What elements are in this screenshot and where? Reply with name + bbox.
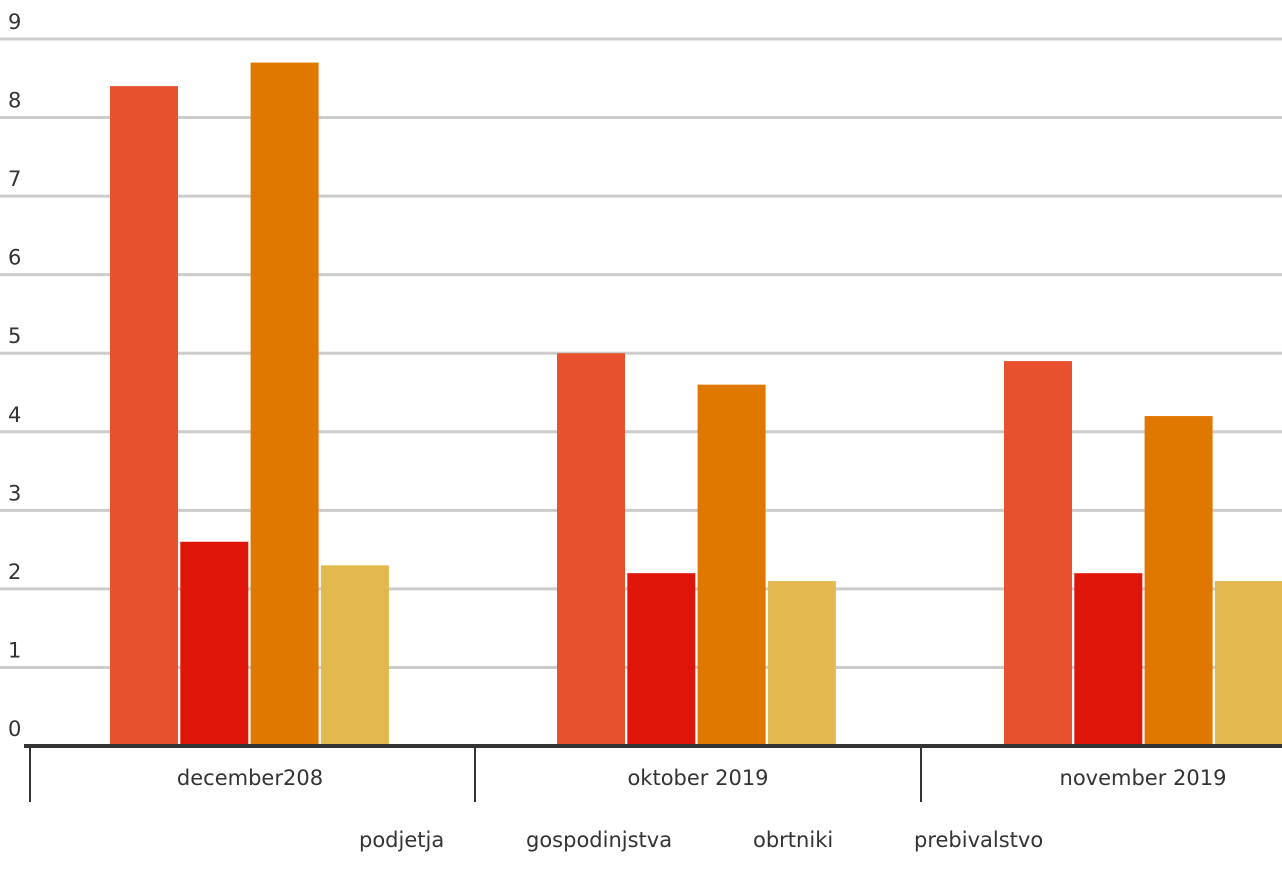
- y-tick-label: 4: [8, 403, 21, 427]
- y-tick-label: 5: [8, 324, 21, 348]
- y-tick-label: 2: [8, 560, 21, 584]
- y-tick-label: 1: [8, 638, 21, 662]
- y-axis-tick-labels: 0 1 2 3 4 5 6 7 8 9: [8, 10, 21, 741]
- bar-obrtniki-1: [697, 384, 766, 746]
- x-category-label: november 2019: [1060, 766, 1227, 790]
- y-tick-label: 6: [8, 246, 21, 270]
- y-tick-label: 0: [8, 717, 21, 741]
- bars: [110, 62, 1282, 747]
- bar-gospodinjstva-2: [1074, 573, 1143, 746]
- legend-item-podjetja: podjetja: [359, 828, 444, 852]
- bar-obrtniki-2: [1144, 416, 1213, 746]
- legend-item-obrtniki: obrtniki: [753, 828, 833, 852]
- y-tick-label: 3: [8, 481, 21, 505]
- bar-prebivalstvo-1: [767, 581, 836, 746]
- legend: podjetja gospodinjstva obrtniki prebivalstv…: [359, 828, 1043, 852]
- x-axis-categories: december208 oktober 2019 november 2019: [29, 746, 1227, 802]
- y-tick-label: 7: [8, 167, 21, 191]
- bar-podjetja-1: [557, 353, 625, 746]
- y-tick-label: 9: [8, 10, 21, 34]
- bar-obrtniki-0: [250, 62, 319, 747]
- x-category-label: oktober 2019: [627, 766, 768, 790]
- x-category-label: december208: [177, 766, 323, 790]
- legend-item-gospodinjstva: gospodinjstva: [526, 828, 672, 852]
- legend-item-prebivalstvo: prebivalstvo: [914, 828, 1043, 852]
- bar-gospodinjstva-0: [180, 541, 249, 746]
- bar-gospodinjstva-1: [627, 573, 696, 746]
- bar-prebivalstvo-2: [1214, 581, 1282, 746]
- bar-podjetja-0: [110, 86, 178, 747]
- y-tick-label: 8: [8, 89, 21, 113]
- bar-prebivalstvo-0: [320, 565, 389, 746]
- bar-podjetja-2: [1004, 361, 1072, 746]
